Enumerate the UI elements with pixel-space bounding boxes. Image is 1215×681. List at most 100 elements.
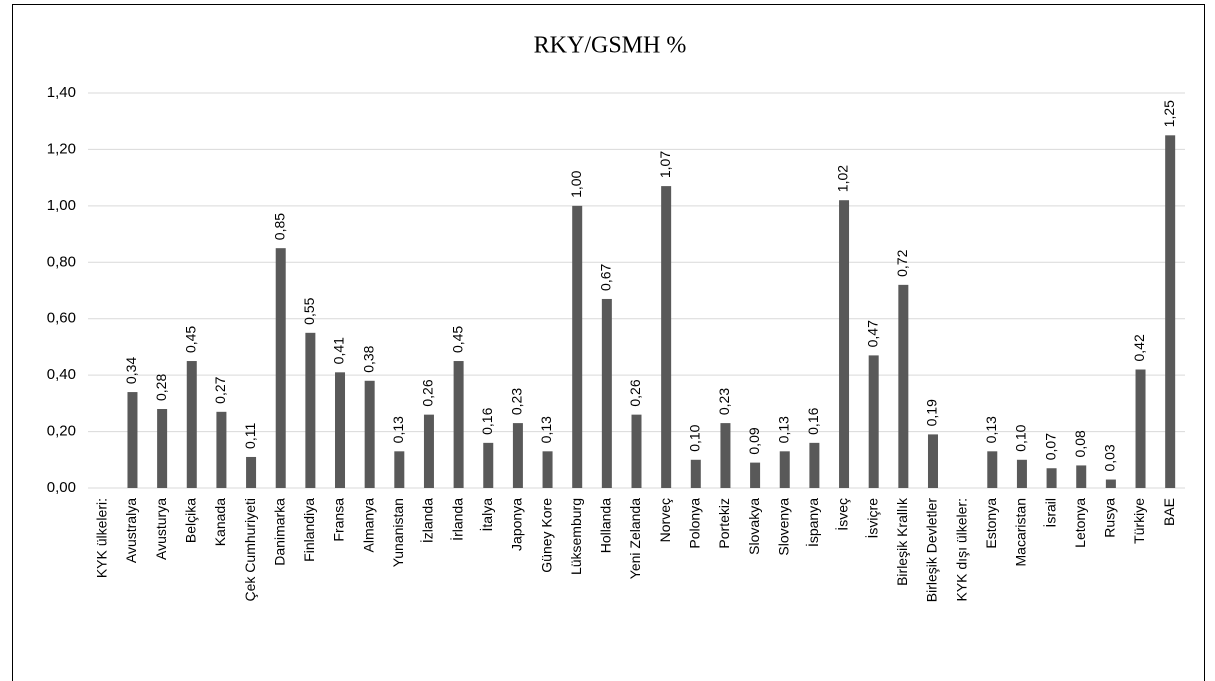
x-tick-label: Danimarka: [271, 498, 287, 566]
bar: [453, 361, 464, 488]
x-tick-label: Rusya: [1102, 498, 1118, 538]
x-tick-label: İsrail: [1041, 498, 1058, 528]
x-tick-label: İrlanda: [448, 498, 465, 541]
bar: [542, 451, 553, 488]
x-tick-label: İsveç: [834, 498, 851, 531]
bar: [987, 451, 998, 488]
value-label: 0,47: [864, 320, 880, 347]
bar: [1016, 459, 1027, 488]
y-tick-label: 0,00: [47, 479, 76, 496]
value-label: 0,38: [360, 345, 376, 372]
value-label: 0,28: [153, 374, 169, 401]
x-tick-label: Lüksemburg: [568, 498, 584, 575]
value-label: 0,19: [924, 399, 940, 426]
bar: [927, 434, 938, 488]
x-tick-label: Slovakya: [746, 498, 762, 555]
bar: [305, 332, 316, 488]
bar: [750, 462, 761, 488]
y-tick-label: 0,80: [47, 253, 76, 270]
x-tick-label: Slovenya: [775, 498, 791, 556]
x-tick-label: Fransa: [331, 498, 347, 542]
value-label: 0,10: [1013, 424, 1029, 451]
value-label: 0,72: [894, 249, 910, 276]
value-label: 0,07: [1042, 433, 1058, 460]
x-tick-label: İtalya: [478, 498, 495, 532]
value-label: 1,00: [568, 170, 584, 197]
bar: [868, 355, 879, 488]
x-tick-label: Yeni Zelanda: [627, 498, 643, 579]
value-label: 0,10: [687, 424, 703, 451]
bar: [1135, 369, 1146, 488]
x-tick-label: Almanya: [360, 498, 376, 553]
y-tick-label: 1,20: [47, 140, 76, 157]
value-label: 0,13: [390, 416, 406, 443]
y-tick-label: 1,40: [47, 84, 76, 101]
x-tick-label: Portekiz: [716, 498, 732, 549]
value-label: 0,13: [775, 416, 791, 443]
value-label: 0,26: [627, 379, 643, 406]
x-tick-label: İzlanda: [419, 498, 436, 543]
x-tick-label: Hollanda: [598, 498, 614, 553]
bar: [720, 423, 731, 488]
x-tick-label: Macaristan: [1013, 498, 1029, 566]
y-tick-label: 0,20: [47, 423, 76, 440]
value-label: 0,85: [271, 213, 287, 240]
x-tick-label: İsviçre: [863, 498, 880, 539]
x-tick-label: İspanya: [804, 498, 821, 547]
x-tick-label: Avustralya: [123, 498, 139, 563]
x-tick-label: Belçika: [182, 498, 198, 543]
x-tick-label: Finlandiya: [301, 498, 317, 562]
value-label: 0,09: [746, 427, 762, 454]
bar: [690, 459, 701, 488]
bar: [572, 205, 583, 488]
value-label: 0,67: [598, 264, 614, 291]
y-tick-label: 0,60: [47, 310, 76, 327]
chart-title: RKY/GSMH %: [534, 33, 687, 59]
x-tick-label: Birleşik Krallık: [894, 497, 910, 586]
y-tick-label: 1,00: [47, 197, 76, 214]
bar: [898, 284, 909, 488]
value-label: 1,02: [835, 165, 851, 192]
bar: [779, 451, 790, 488]
value-label: 1,07: [657, 151, 673, 178]
bar: [512, 423, 523, 488]
x-tick-label: Kanada: [212, 498, 228, 546]
bar: [423, 414, 434, 488]
x-tick-label: BAE: [1161, 498, 1177, 526]
bar: [839, 200, 850, 488]
bar: [127, 392, 138, 488]
bar: [394, 451, 405, 488]
value-label: 0,23: [509, 388, 525, 415]
x-tick-label: Letonya: [1072, 498, 1088, 548]
bar: [1076, 465, 1087, 488]
value-label: 0,41: [331, 337, 347, 364]
bar: [1046, 468, 1057, 488]
bar: [275, 248, 286, 488]
value-label: 0,45: [182, 326, 198, 353]
x-tick-label: Polonya: [687, 498, 703, 549]
x-tick-label: Güney Kore: [538, 498, 554, 573]
value-label: 0,26: [420, 379, 436, 406]
x-tick-label: Türkiye: [1131, 498, 1147, 544]
bar: [157, 409, 168, 488]
value-label: 1,25: [1161, 100, 1177, 127]
bar: [216, 411, 227, 488]
bar: [335, 372, 346, 488]
value-label: 0,34: [123, 357, 139, 384]
x-tick-label: Japonya: [509, 498, 525, 551]
x-tick-label: Çek Cumhuriyeti: [242, 498, 258, 601]
bar: [661, 186, 672, 488]
x-tick-label: Norveç: [657, 498, 673, 542]
bar: [631, 414, 642, 488]
bar: [809, 442, 820, 488]
value-label: 0,55: [301, 297, 317, 324]
bar: [1165, 135, 1176, 489]
x-tick-label: KYK dışı ülkeler:: [953, 498, 969, 602]
bar: [483, 442, 494, 488]
chart-frame: [12, 4, 1205, 681]
value-label: 0,16: [805, 407, 821, 434]
x-tick-label: Avusturya: [153, 498, 169, 560]
bar: [246, 456, 257, 488]
x-tick-label: Birleşik Devletler: [924, 498, 940, 603]
